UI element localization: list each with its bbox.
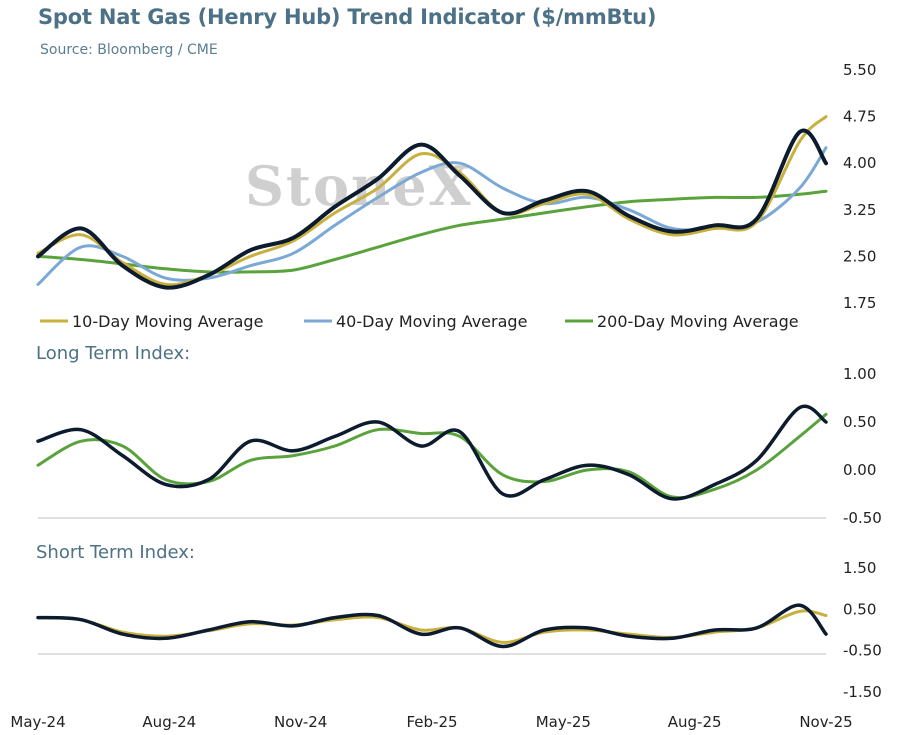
y-tick-label: -0.50 [843, 642, 882, 660]
price-panel: 5.50 4.75 4.00 3.25 2.50 1.75 [36, 61, 876, 312]
spot-line [36, 128, 828, 290]
y-tick-label: 3.25 [843, 201, 876, 219]
legend: 10-Day Moving Average 40-Day Moving Avera… [40, 312, 799, 331]
legend-label: 200-Day Moving Average [597, 312, 799, 331]
x-axis: May-24 Aug-24 Nov-24 Feb-25 May-25 Aug-25 Nov-… [10, 713, 852, 731]
legend-label: 10-Day Moving Average [72, 312, 263, 331]
y-tick-label: 1.75 [843, 294, 876, 312]
short-series-1-line [36, 609, 828, 644]
y-tick-label: 4.00 [843, 154, 876, 172]
legend-label: 40-Day Moving Average [336, 312, 527, 331]
long-series-0-line [36, 404, 828, 501]
short-series-0-line [36, 603, 828, 649]
x-tick-label: Feb-25 [406, 713, 457, 731]
y-tick-label: 4.75 [843, 108, 876, 126]
short-term-panel: 1.50 0.50 -0.50 -1.50 [36, 559, 882, 701]
y-tick-label: 0.00 [843, 461, 876, 479]
y-tick-label: 2.50 [843, 247, 876, 265]
long-series-1-line [36, 412, 828, 500]
x-tick-label: Aug-24 [142, 713, 196, 731]
y-tick-label: -1.50 [843, 683, 882, 701]
watermark: StoneX [245, 154, 472, 218]
y-tick-label: 0.50 [843, 413, 876, 431]
long-term-title: Long Term Index: [36, 343, 191, 364]
y-tick-label: -0.50 [843, 509, 882, 527]
x-tick-label: May-24 [10, 713, 65, 731]
y-tick-label: 5.50 [843, 61, 876, 79]
chart-title: Spot Nat Gas (Henry Hub) Trend Indicator… [38, 5, 657, 29]
200-day-moving-average-line [36, 189, 828, 274]
x-tick-label: Aug-25 [668, 713, 722, 731]
x-tick-label: Nov-25 [799, 713, 852, 731]
chart-source: Source: Bloomberg / CME [40, 42, 218, 58]
x-tick-label: May-25 [536, 713, 591, 731]
y-tick-label: 1.50 [843, 559, 876, 577]
long-term-panel: 1.00 0.50 0.00 -0.50 [36, 365, 882, 527]
y-tick-label: 0.50 [843, 600, 876, 618]
y-tick-label: 1.00 [843, 365, 876, 383]
short-term-title: Short Term Index: [36, 542, 195, 563]
x-tick-label: Nov-24 [274, 713, 327, 731]
